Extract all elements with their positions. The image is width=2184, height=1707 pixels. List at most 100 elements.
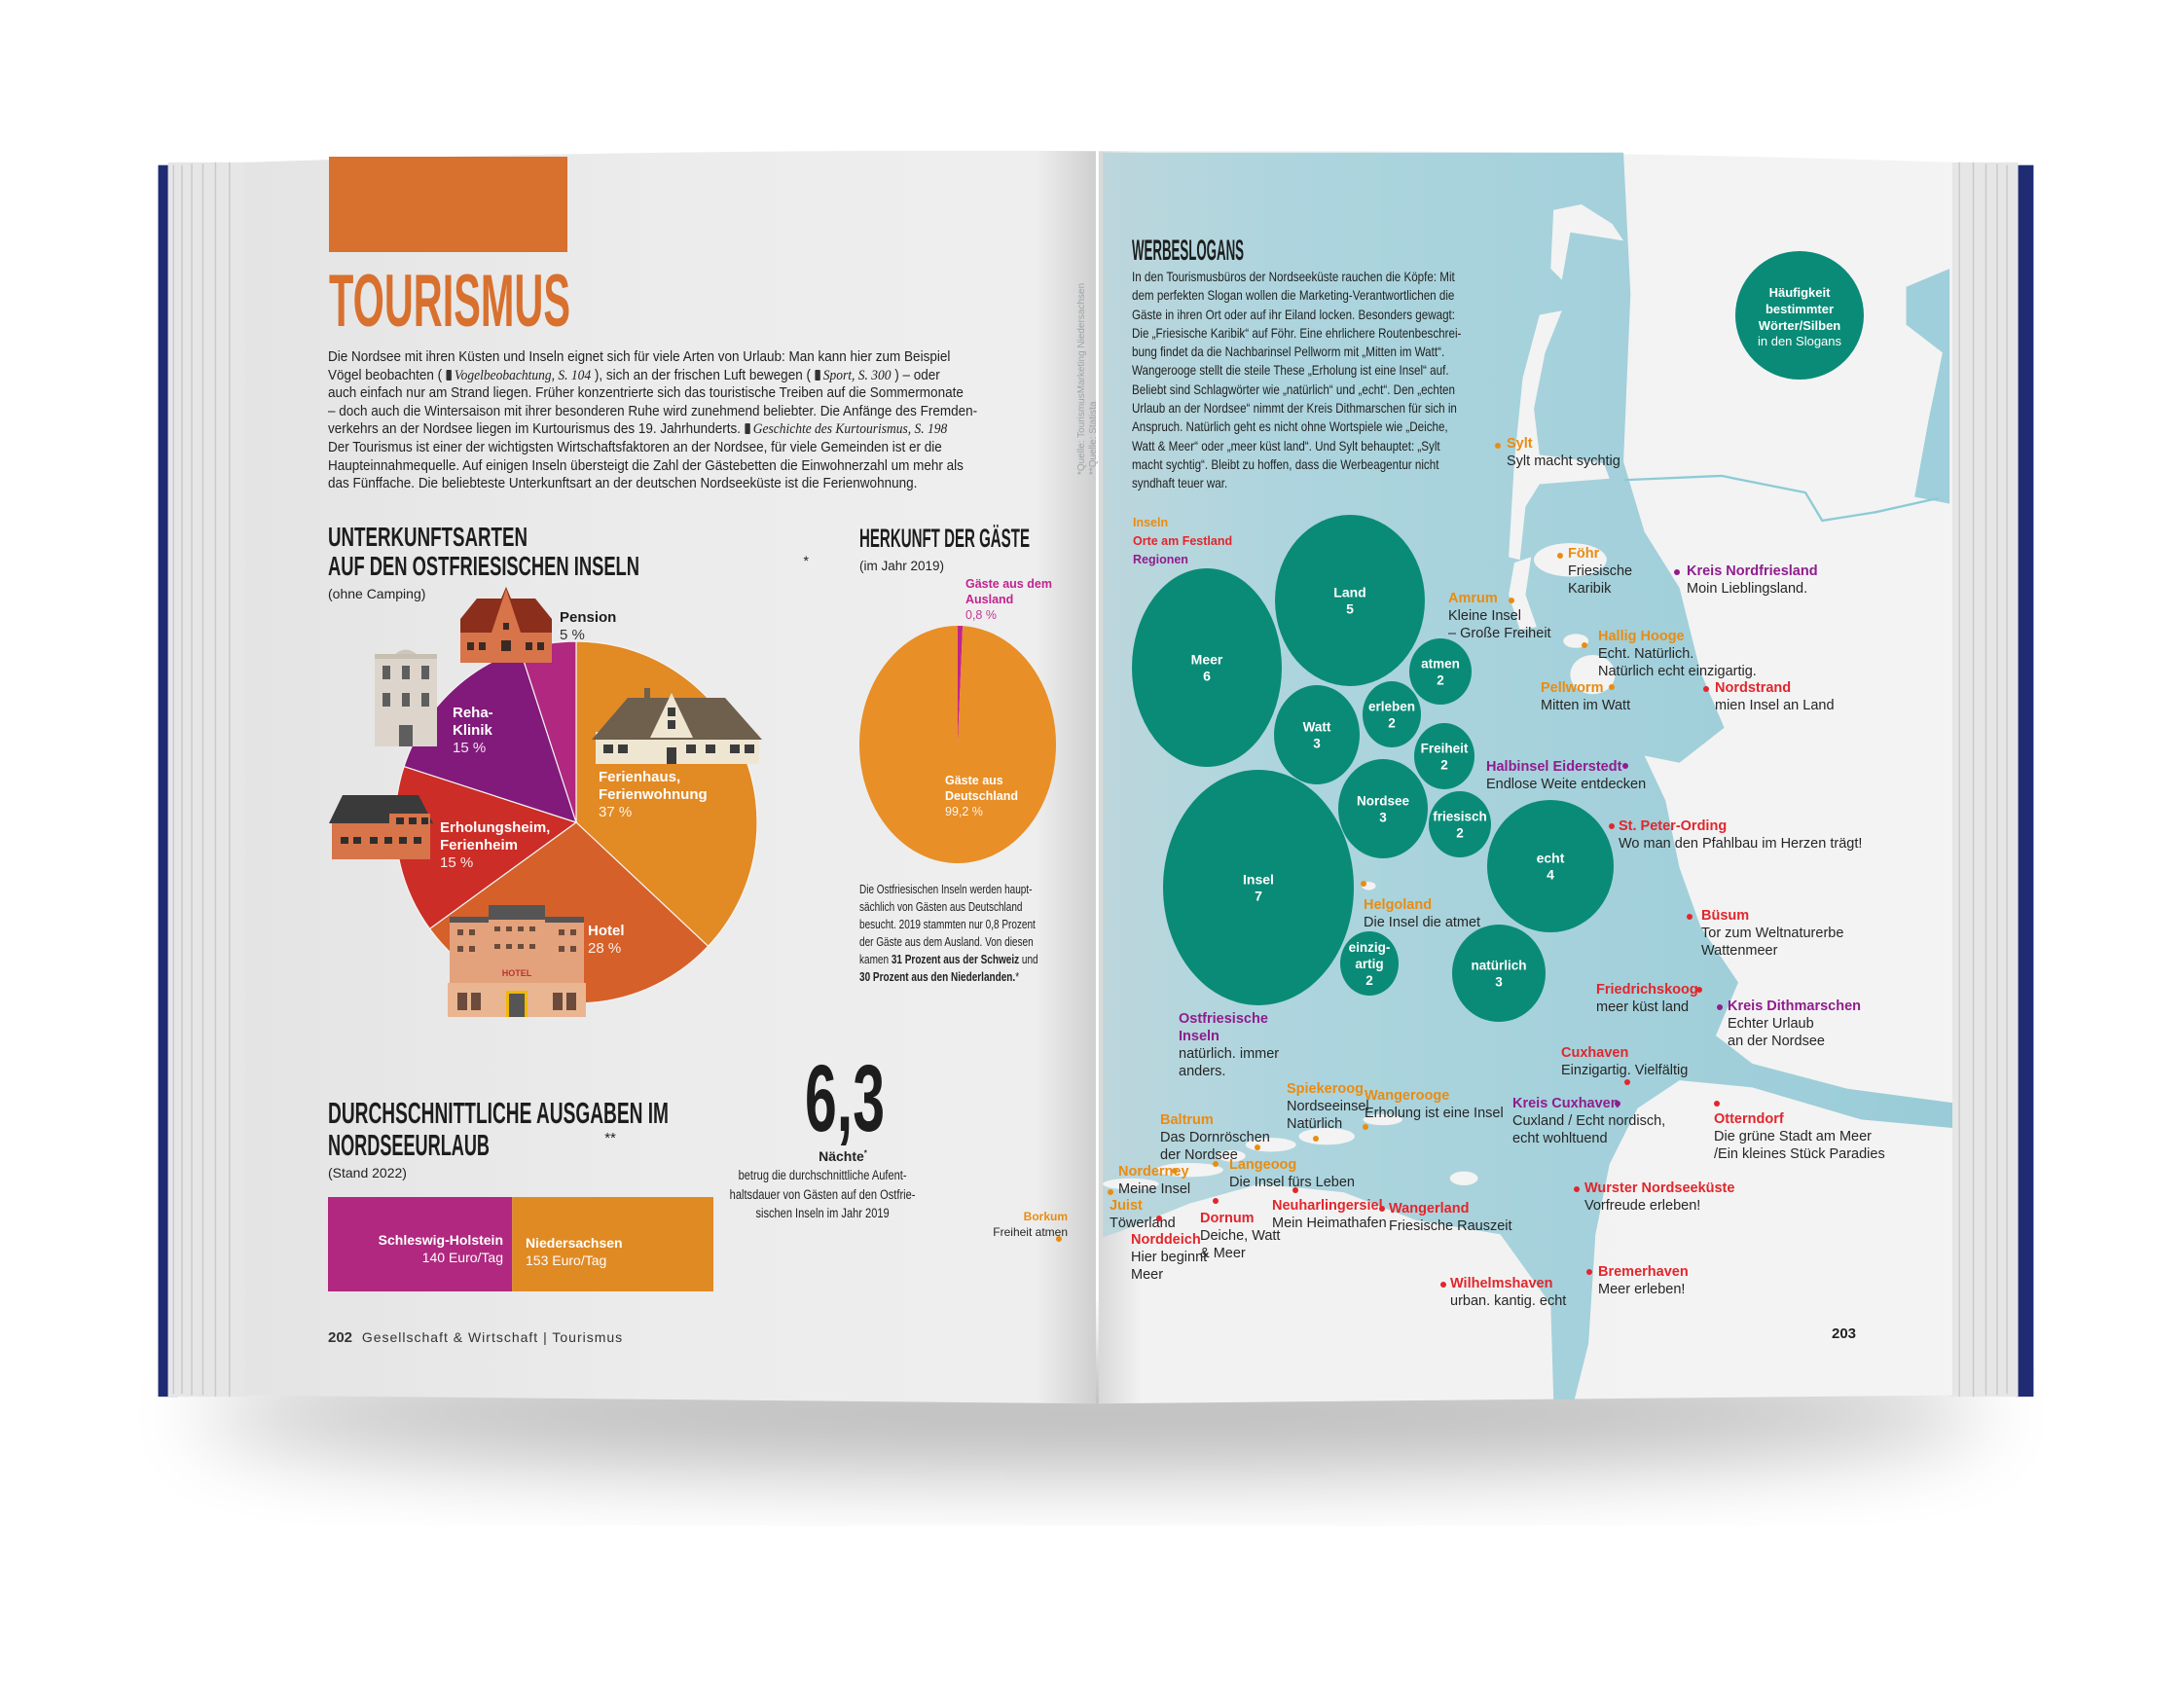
place-name: Halbinsel Eiderstedt bbox=[1486, 759, 1622, 775]
place-slogan: Natürlich echt einzigartig. bbox=[1598, 664, 1757, 679]
text-line: Anspruch. Natürlich geht es nicht ohne W… bbox=[1132, 418, 1448, 435]
map-place-spiekeroog: Spiekeroog Nordseeinsel Natürlich bbox=[1287, 1080, 1369, 1133]
text-line: Wangerooge stellt die steile These „Erho… bbox=[1132, 362, 1449, 379]
intro-paragraph: Die Nordsee mit ihren Küsten und Inseln … bbox=[328, 348, 977, 493]
bubble-label: friesisch 2 bbox=[1433, 810, 1487, 841]
bubble-circle bbox=[1429, 791, 1491, 857]
place-slogan: /Ein kleines Stück Paradies bbox=[1714, 1146, 1885, 1162]
bar-ausgaben bbox=[328, 1197, 713, 1291]
bubble-label: Land 5 bbox=[1333, 585, 1365, 617]
place-slogan: natürlich. immer bbox=[1179, 1046, 1280, 1062]
pie-label-pension: Pension 5 % bbox=[560, 609, 617, 643]
map-marker-dot bbox=[1687, 914, 1693, 920]
map-place-langeoog: Langeoog Die Insel fürs Leben bbox=[1229, 1156, 1355, 1191]
bubble-label: echt 4 bbox=[1537, 851, 1565, 883]
book-reference-icon bbox=[815, 369, 821, 381]
text-line: Beliebt sind Schlagwörter wie „natürlich… bbox=[1132, 381, 1455, 397]
map-marker-dot bbox=[1213, 1198, 1219, 1204]
cross-reference-link[interactable]: Geschichte des Kurtourismus, S. 198 bbox=[752, 421, 948, 438]
herkunft-paragraph: Die Ostfriesischen Inseln werden haupt-s… bbox=[859, 881, 1038, 986]
bubble-watt: Watt 3 bbox=[1274, 685, 1360, 784]
herkunft-heading: HERKUNFT DER GÄSTE bbox=[859, 524, 1030, 553]
map-place-cuxhaven: Cuxhaven Einzigartig. Vielfältig bbox=[1561, 1044, 1688, 1079]
place-name: Pellworm bbox=[1541, 680, 1604, 696]
text-line: Gäste in ihren Ort oder auf ihr Eiland l… bbox=[1132, 306, 1455, 322]
place-name: Kreis Nordfriesland bbox=[1687, 563, 1818, 579]
place-name: Ostfriesische Inseln bbox=[1179, 1011, 1268, 1044]
book-reference-icon bbox=[446, 369, 453, 381]
bubble-label: erleben 2 bbox=[1368, 700, 1415, 731]
place-slogan: Nordseeinsel bbox=[1287, 1099, 1369, 1114]
place-slogan: Moin Lieblingsland. bbox=[1687, 581, 1808, 597]
island-sylt bbox=[1509, 203, 1624, 561]
place-name: Juist bbox=[1110, 1198, 1143, 1214]
bubble-circle bbox=[1132, 568, 1282, 767]
building-ferienhaus-icon bbox=[592, 688, 762, 764]
place-slogan: mien Insel an Land bbox=[1715, 698, 1835, 713]
bar-label-niedersachsen: Niedersachsen 153 Euro/Tag bbox=[526, 1235, 623, 1268]
map-marker-dot bbox=[1574, 1186, 1580, 1192]
place-slogan: an der Nordsee bbox=[1728, 1034, 1825, 1049]
place-slogan: Friesische bbox=[1568, 563, 1633, 579]
text-line: haltsdauer von Gästen auf den Ostfrie- bbox=[729, 1186, 916, 1202]
bubble-circle bbox=[1338, 759, 1428, 858]
text-line: syndhaft teuer war. bbox=[1132, 475, 1228, 491]
map-place-juist: Juist Töwerland bbox=[1110, 1197, 1176, 1232]
cross-reference-link[interactable]: Sport, S. 300 bbox=[822, 367, 892, 383]
place-slogan: echt wohltuend bbox=[1512, 1131, 1608, 1146]
map-marker-dot bbox=[1696, 987, 1702, 993]
place-slogan: Mein Heimathafen bbox=[1272, 1216, 1387, 1231]
map-marker-dot bbox=[1292, 1187, 1298, 1193]
map-marker-dot bbox=[1495, 443, 1501, 449]
bubble-label: Watt 3 bbox=[1303, 720, 1331, 751]
bubble-circle bbox=[1275, 515, 1425, 686]
text-line: Haupteinnahmequelle. Auf einigen Inseln … bbox=[328, 456, 964, 474]
cross-reference-link[interactable]: Vogelbeobachtung, S. 104 bbox=[454, 367, 592, 383]
map-marker-dot bbox=[1717, 1004, 1723, 1010]
map-marker-dot bbox=[1156, 1216, 1162, 1221]
bubble-insel: Insel 7 bbox=[1163, 770, 1354, 1005]
bubble-label: Nordsee 3 bbox=[1357, 794, 1410, 825]
text-line: das Fünffache. Die beliebteste Unterkunf… bbox=[328, 475, 918, 492]
pie-label-hotel: Hotel 28 % bbox=[588, 923, 625, 957]
place-name: Dornum bbox=[1200, 1211, 1255, 1226]
bubble-echt: echt 4 bbox=[1487, 800, 1614, 932]
bubble-circle bbox=[1363, 681, 1421, 747]
pie-label-ausland: Gäste aus dem Ausland 0,8 % bbox=[965, 577, 1052, 622]
bubble-label: Insel 7 bbox=[1243, 872, 1274, 904]
page-footer-left: 202 Gesellschaft & Wirtschaft | Tourismu… bbox=[328, 1329, 623, 1346]
text-line: Der Tourismus ist einer der wichtigsten … bbox=[328, 438, 942, 455]
bubble-circle bbox=[1340, 931, 1399, 996]
place-name: Wangerooge bbox=[1365, 1088, 1450, 1104]
map-place-wurster-nordseeküste: Wurster Nordseeküste Vorfreude erleben! bbox=[1584, 1180, 1734, 1215]
bubble-friesisch: friesisch 2 bbox=[1429, 791, 1491, 857]
place-name: Amrum bbox=[1448, 591, 1498, 606]
werbeslogans-paragraph: In den Tourismusbüros der Nordseeküste r… bbox=[1132, 268, 1461, 493]
place-slogan: Hier beginnt bbox=[1131, 1250, 1208, 1265]
place-slogan: – Große Freiheit bbox=[1448, 626, 1551, 641]
text-line: sischen Inseln im Jahr 2019 bbox=[755, 1206, 890, 1220]
island-baltrum bbox=[1218, 1150, 1246, 1162]
text-line: dem perfekten Slogan wollen die Marketin… bbox=[1132, 287, 1455, 304]
place-slogan: Meer bbox=[1131, 1267, 1164, 1283]
map-place-föhr: Föhr Friesische Karibik bbox=[1568, 545, 1632, 598]
map-place-sylt: Sylt Sylt macht sychtig bbox=[1507, 435, 1620, 470]
place-name: Norderney bbox=[1118, 1164, 1189, 1180]
place-slogan: der Nordsee bbox=[1160, 1147, 1238, 1163]
pie-label-reha-klinik: Reha-Klinik 15 % bbox=[453, 705, 493, 756]
bar-segment-niedersachsen bbox=[512, 1197, 713, 1291]
place-slogan: Einzigartig. Vielfältig bbox=[1561, 1063, 1689, 1078]
place-slogan: Freiheit atmen bbox=[993, 1225, 1068, 1239]
place-slogan: Vorfreude erleben! bbox=[1584, 1198, 1701, 1214]
bubble-circle bbox=[1414, 723, 1474, 789]
text-line: kamen 31 Prozent aus der Schweiz und bbox=[859, 952, 1038, 966]
map-marker-dot bbox=[1582, 642, 1587, 648]
place-name: Föhr bbox=[1568, 546, 1600, 562]
map-marker-dot bbox=[1255, 1144, 1260, 1150]
sea-area bbox=[1103, 152, 1953, 1400]
text-line: sächlich von Gästen aus Deutschland bbox=[859, 899, 1023, 914]
page-stack-left bbox=[167, 162, 249, 1398]
ausgaben-subtitle: (Stand 2022) bbox=[328, 1165, 407, 1180]
text-line: Die „Friesische Karibik“ auf Föhr. Eine … bbox=[1132, 324, 1462, 341]
